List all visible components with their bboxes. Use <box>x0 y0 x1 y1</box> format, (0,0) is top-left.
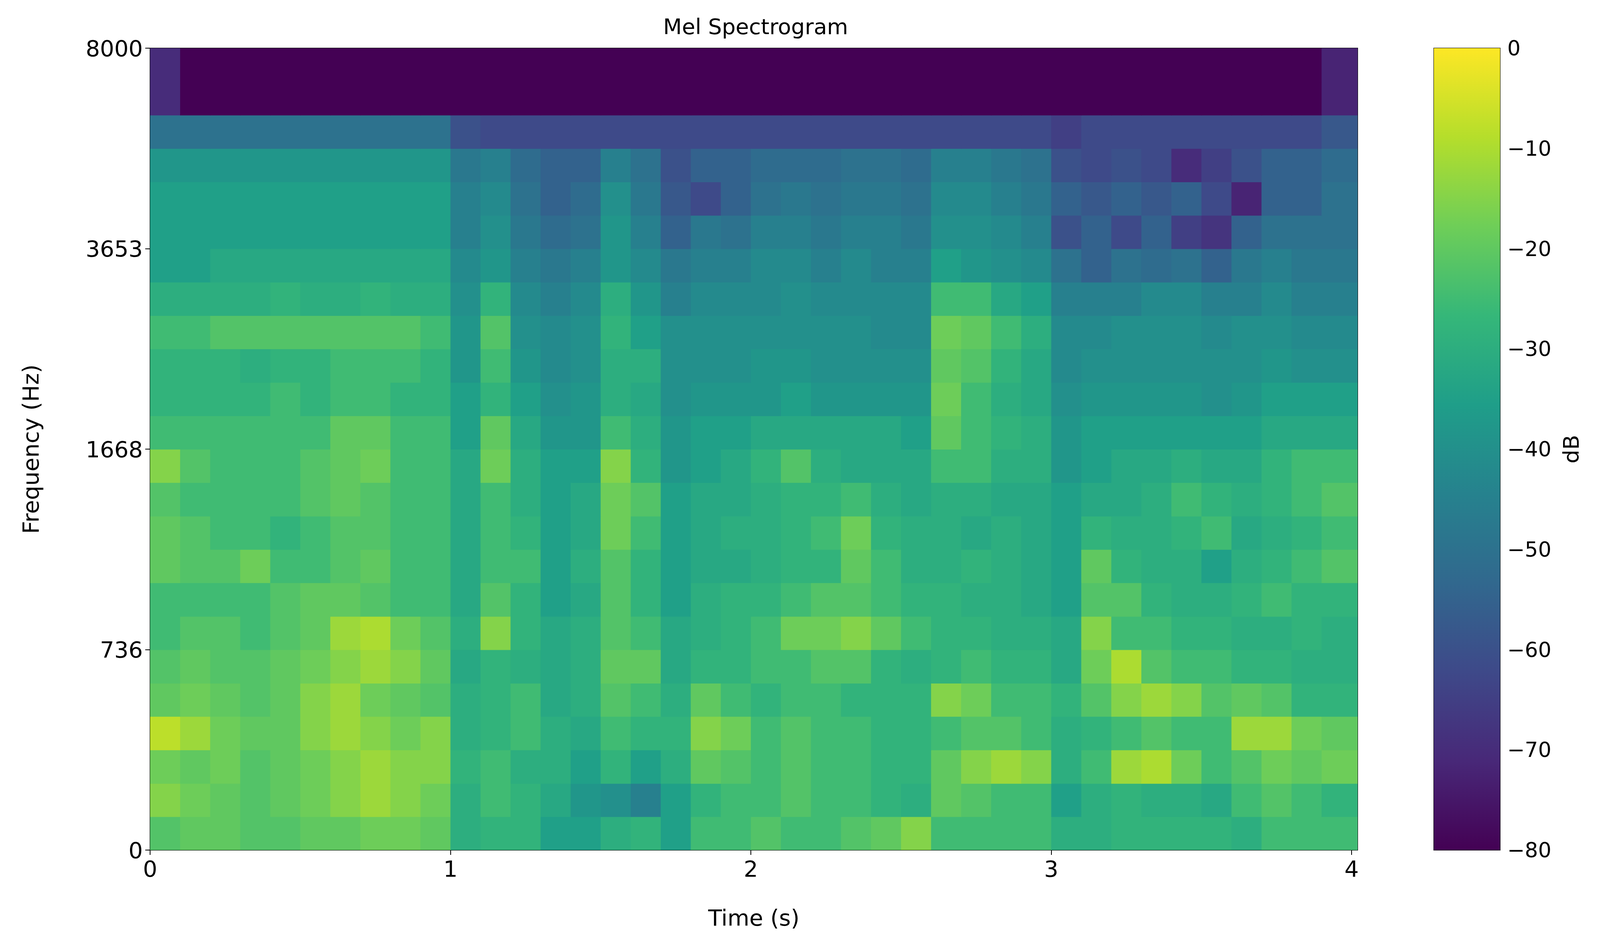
svg-text:3653: 3653 <box>85 235 143 262</box>
svg-text:−10: −10 <box>1507 136 1552 161</box>
svg-text:8000: 8000 <box>85 35 143 62</box>
svg-text:−80: −80 <box>1507 837 1552 863</box>
svg-text:−50: −50 <box>1507 537 1552 562</box>
svg-text:0: 0 <box>142 855 158 882</box>
svg-text:Frequency (Hz): Frequency (Hz) <box>17 364 44 534</box>
svg-text:−70: −70 <box>1507 737 1552 762</box>
svg-text:1: 1 <box>443 855 458 882</box>
svg-text:1668: 1668 <box>85 436 143 463</box>
svg-text:4: 4 <box>1344 855 1359 882</box>
svg-text:0: 0 <box>1507 36 1521 61</box>
svg-text:−60: −60 <box>1507 637 1552 662</box>
svg-text:2: 2 <box>743 855 759 882</box>
svg-text:0: 0 <box>128 837 143 864</box>
svg-text:Time (s): Time (s) <box>707 904 800 931</box>
svg-text:−30: −30 <box>1507 336 1552 361</box>
svg-text:−20: −20 <box>1507 236 1552 261</box>
svg-text:3: 3 <box>1044 855 1059 882</box>
svg-text:−40: −40 <box>1507 437 1552 462</box>
svg-text:736: 736 <box>99 636 143 663</box>
svg-text:dB: dB <box>1558 434 1584 464</box>
svg-text:Mel Spectrogram: Mel Spectrogram <box>663 14 849 40</box>
